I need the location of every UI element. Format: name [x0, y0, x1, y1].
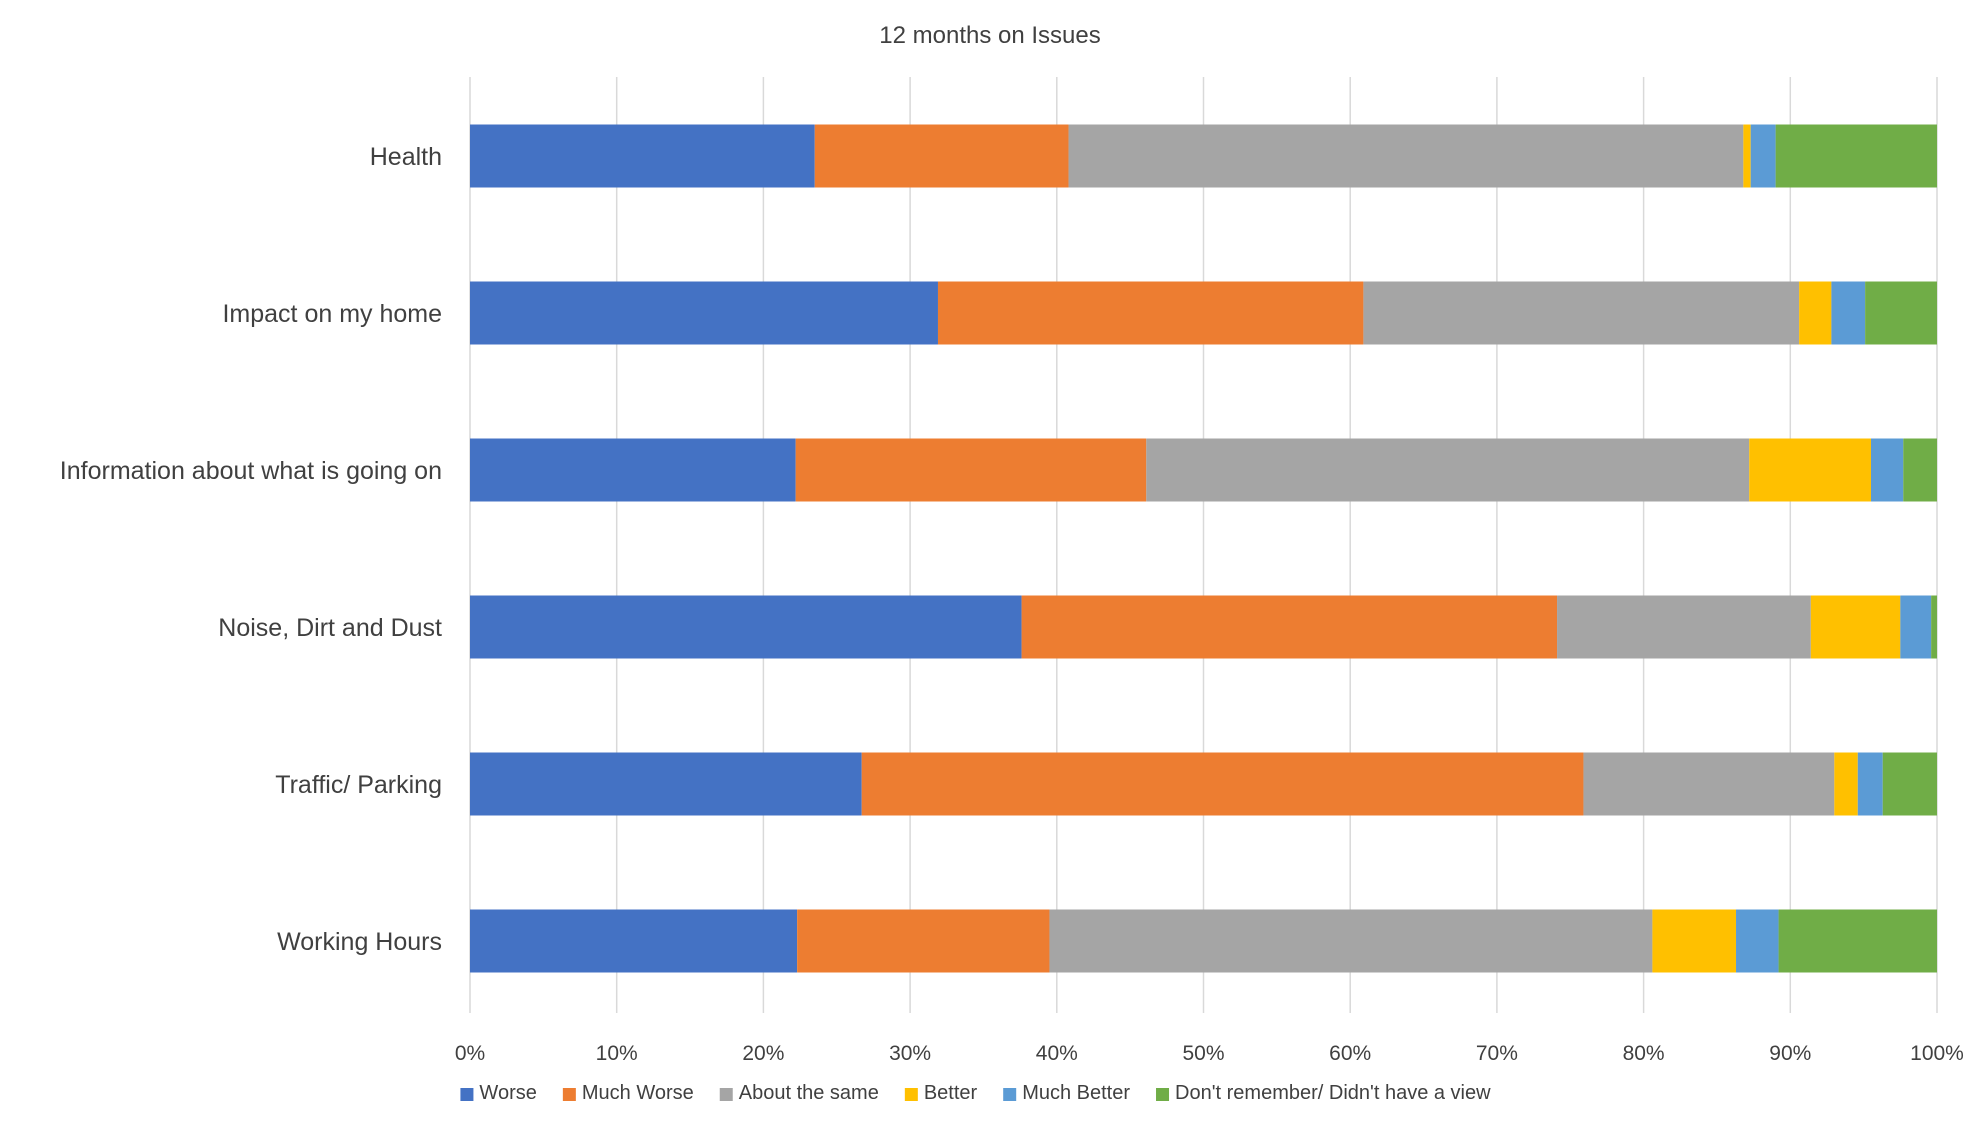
- legend-swatch-3: [904, 1088, 918, 1101]
- legend-label-5: Don't remember/ Didn't have a view: [1175, 1082, 1491, 1104]
- category-labels: Health Impact on my home Information about…: [60, 143, 442, 956]
- chart-title: 12 months on Issues: [879, 22, 1100, 49]
- x-tick-label-10: 100%: [1910, 1042, 1964, 1065]
- bar-5-0: [470, 909, 798, 973]
- legend-label-4: Much Better: [1022, 1082, 1130, 1104]
- bar-3-5: [1931, 595, 1937, 659]
- bar-2-4: [1870, 438, 1904, 502]
- legend-label-0: Worse: [479, 1082, 536, 1104]
- bars: [470, 124, 1937, 973]
- bar-0-4: [1750, 124, 1776, 188]
- bar-3-0: [470, 595, 1022, 659]
- bar-0-1: [814, 124, 1069, 188]
- bar-1-3: [1799, 281, 1832, 345]
- legend-swatch-1: [562, 1088, 576, 1101]
- x-axis-tick-labels: 0% 10% 20% 30% 40% 50% 60% 70% 80% 90% 100%: [455, 1042, 1964, 1065]
- bar-3-3: [1810, 595, 1901, 659]
- x-tick-label-7: 70%: [1476, 1042, 1518, 1065]
- bar-0-0: [470, 124, 815, 188]
- legend: Worse Much Worse About the same Better Much …: [460, 1082, 1491, 1104]
- bar-1-0: [470, 281, 938, 345]
- bar-5-3: [1652, 909, 1737, 973]
- x-tick-label-8: 80%: [1623, 1042, 1665, 1065]
- category-label-1: Impact on my home: [222, 300, 442, 328]
- bar-1-4: [1831, 281, 1866, 345]
- legend-item-3: Better: [904, 1082, 978, 1104]
- category-label-2: Information about what is going on: [60, 457, 442, 485]
- bar-4-0: [470, 752, 862, 816]
- bar-4-3: [1834, 752, 1858, 816]
- bar-3-2: [1557, 595, 1811, 659]
- legend-swatch-0: [460, 1088, 474, 1101]
- legend-label-3: Better: [924, 1082, 978, 1104]
- x-tick-label-5: 50%: [1182, 1042, 1224, 1065]
- legend-swatch-2: [719, 1088, 733, 1101]
- x-tick-label-9: 90%: [1769, 1042, 1811, 1065]
- bar-0-5: [1775, 124, 1937, 188]
- bar-3-4: [1900, 595, 1932, 659]
- bar-3-1: [1021, 595, 1558, 659]
- x-tick-label-2: 20%: [742, 1042, 784, 1065]
- bar-4-4: [1857, 752, 1883, 816]
- x-tick-label-0: 0%: [455, 1042, 485, 1065]
- category-label-3: Noise, Dirt and Dust: [218, 614, 442, 642]
- legend-item-4: Much Better: [1003, 1082, 1130, 1104]
- gridlines: [469, 77, 1938, 1013]
- bar-1-5: [1865, 281, 1937, 345]
- legend-item-1: Much Worse: [562, 1082, 694, 1104]
- bar-5-1: [797, 909, 1050, 973]
- x-tick-label-3: 30%: [889, 1042, 931, 1065]
- legend-item-0: Worse: [460, 1082, 537, 1104]
- x-tick-label-4: 40%: [1036, 1042, 1078, 1065]
- bar-2-0: [470, 438, 796, 502]
- bar-4-5: [1882, 752, 1937, 816]
- legend-label-1: Much Worse: [582, 1082, 694, 1104]
- bar-2-5: [1903, 438, 1937, 502]
- category-label-0: Health: [370, 143, 442, 171]
- bar-4-2: [1583, 752, 1835, 816]
- bar-0-2: [1068, 124, 1744, 188]
- legend-swatch-5: [1156, 1088, 1170, 1101]
- bar-2-1: [795, 438, 1147, 502]
- bar-5-4: [1736, 909, 1779, 973]
- bar-1-1: [937, 281, 1364, 345]
- bar-0-3: [1743, 124, 1751, 188]
- bar-2-3: [1749, 438, 1871, 502]
- bar-5-2: [1049, 909, 1653, 973]
- legend-item-2: About the same: [719, 1082, 879, 1104]
- x-tick-label-6: 60%: [1329, 1042, 1371, 1065]
- legend-item-5: Don't remember/ Didn't have a view: [1156, 1082, 1491, 1104]
- x-tick-label-1: 10%: [596, 1042, 638, 1065]
- category-label-5: Working Hours: [277, 928, 442, 956]
- legend-label-2: About the same: [739, 1082, 879, 1104]
- category-label-4: Traffic/ Parking: [275, 771, 442, 799]
- legend-swatch-4: [1003, 1088, 1017, 1101]
- bar-1-2: [1363, 281, 1800, 345]
- bar-4-1: [861, 752, 1584, 816]
- bar-5-5: [1778, 909, 1937, 973]
- bar-2-2: [1146, 438, 1750, 502]
